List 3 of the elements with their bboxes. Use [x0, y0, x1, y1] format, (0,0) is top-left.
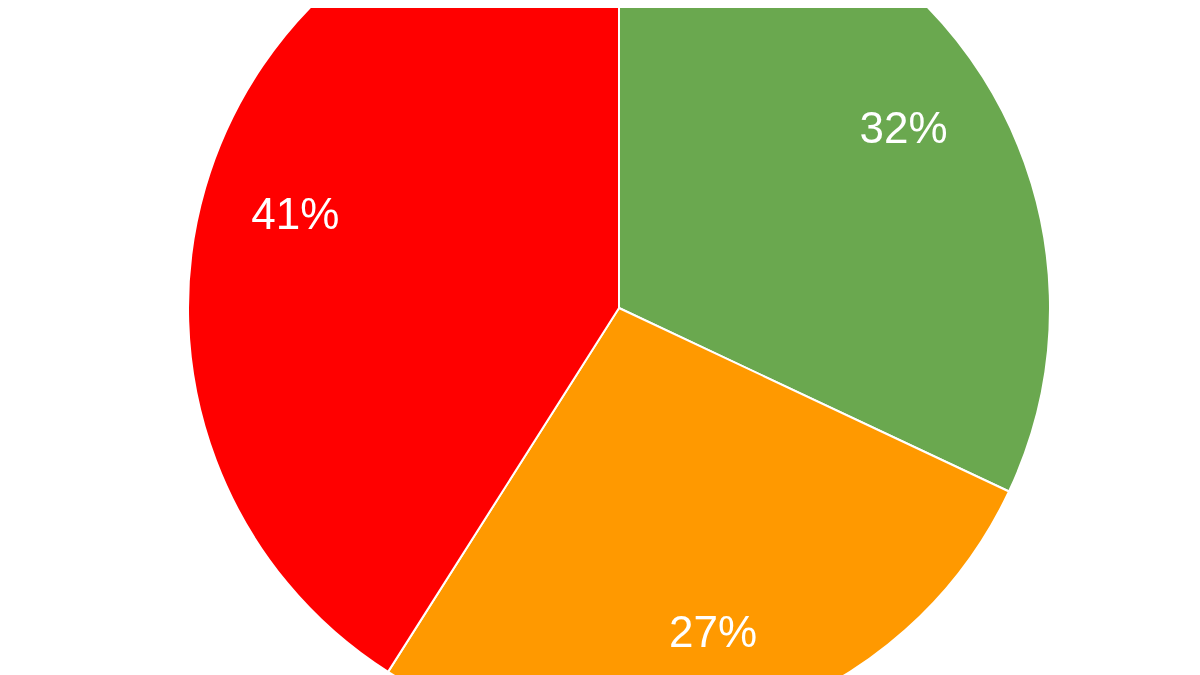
data-label: 41% — [251, 189, 340, 239]
data-label: 27% — [668, 607, 758, 657]
data-label: 32% — [859, 102, 948, 152]
